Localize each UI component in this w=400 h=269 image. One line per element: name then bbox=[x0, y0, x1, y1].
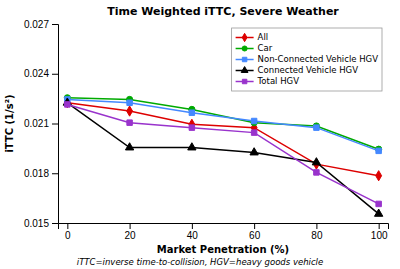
y-tick: 0.018 bbox=[24, 168, 58, 179]
legend-marker bbox=[242, 33, 247, 41]
series-line bbox=[67, 99, 378, 150]
y-tick-mark bbox=[52, 223, 58, 224]
marks bbox=[63, 95, 383, 217]
legend-entry: Total HGV bbox=[236, 76, 300, 86]
y-tick-mark bbox=[52, 74, 58, 75]
series-marker bbox=[376, 201, 381, 206]
x-tick: 100 bbox=[371, 223, 388, 241]
legend-entry: Non-Connected Vehicle HGV bbox=[236, 54, 379, 64]
x-axis-title: Market Penetration (%) bbox=[157, 244, 289, 255]
series-line bbox=[67, 103, 378, 176]
series-marker bbox=[376, 171, 382, 181]
series-line bbox=[67, 103, 378, 214]
x-tick-label: 80 bbox=[311, 230, 323, 241]
series-line bbox=[67, 98, 378, 149]
y-tick: 0.015 bbox=[24, 218, 58, 229]
series-marker bbox=[188, 143, 196, 150]
x-tick-mark bbox=[67, 223, 68, 229]
x-tick-label: 60 bbox=[249, 230, 261, 241]
legend-entry: All bbox=[236, 32, 269, 42]
series-marker bbox=[312, 158, 320, 165]
x-tick: 0 bbox=[65, 223, 71, 241]
legend: AllCarNon-Connected Vehicle HGVConnected… bbox=[232, 28, 382, 91]
x-tick-label: 100 bbox=[371, 230, 388, 241]
y-tick: 0.027 bbox=[24, 19, 58, 30]
chart: 0 20 40 60 80 100 0.015 0.018 0.021 0.024 0.027 All… bbox=[0, 0, 400, 269]
series-marker bbox=[127, 120, 132, 125]
series-marker bbox=[127, 106, 133, 116]
legend-marker bbox=[241, 67, 248, 73]
legend-marker bbox=[242, 46, 247, 51]
y-tick-mark bbox=[52, 24, 58, 25]
series-line bbox=[67, 104, 378, 204]
y-tick: 0.024 bbox=[24, 68, 58, 79]
x-tick: 60 bbox=[249, 223, 261, 241]
x-axis: 0 20 40 60 80 100 bbox=[59, 223, 389, 241]
y-tick-label: 0.027 bbox=[24, 19, 49, 30]
y-tick-mark bbox=[52, 173, 58, 174]
y-tick-mark bbox=[52, 124, 58, 125]
x-tick: 20 bbox=[125, 223, 137, 241]
series-marker bbox=[314, 170, 319, 175]
series-marker bbox=[251, 130, 256, 135]
series-marker bbox=[189, 119, 195, 129]
x-tick: 40 bbox=[187, 223, 199, 241]
legend-marker bbox=[242, 79, 246, 83]
series-marker bbox=[127, 100, 132, 105]
series-marker bbox=[189, 125, 194, 130]
x-tick-mark bbox=[254, 223, 255, 229]
legend-label: Non-Connected Vehicle HGV bbox=[258, 54, 379, 64]
y-tick-label: 0.021 bbox=[24, 118, 49, 129]
plot: 0 20 40 60 80 100 0.015 0.018 0.021 0.024 0.027 All… bbox=[24, 19, 389, 241]
footnote: iTTC=inverse time-to-collision, HGV=heav… bbox=[77, 257, 323, 267]
x-axis-line bbox=[59, 224, 389, 230]
legend-label: Connected Vehicle HGV bbox=[258, 65, 359, 75]
legend-entry: Car bbox=[236, 43, 273, 53]
title: Time Weighted iTTC, Severe Weather bbox=[107, 5, 339, 18]
series-marker bbox=[314, 125, 319, 130]
x-tick: 80 bbox=[311, 223, 323, 241]
x-tick-label: 40 bbox=[187, 230, 199, 241]
legend-label: Car bbox=[258, 43, 273, 53]
y-tick: 0.021 bbox=[24, 118, 58, 129]
series-marker bbox=[250, 148, 258, 155]
x-tick-mark bbox=[379, 223, 380, 229]
series-marker bbox=[65, 102, 70, 107]
series-marker bbox=[251, 118, 256, 123]
series-marker bbox=[189, 110, 194, 115]
y-axis: 0.015 0.018 0.021 0.024 0.027 bbox=[24, 19, 59, 229]
x-tick-label: 0 bbox=[65, 230, 71, 241]
y-tick-label: 0.018 bbox=[24, 168, 49, 179]
x-tick-label: 20 bbox=[125, 230, 137, 241]
legend-label: All bbox=[258, 32, 269, 42]
legend-label: Total HGV bbox=[257, 76, 300, 86]
legend-frame bbox=[232, 28, 382, 91]
x-tick-mark bbox=[192, 223, 193, 229]
y-tick-label: 0.024 bbox=[24, 68, 49, 79]
series-marker bbox=[376, 148, 381, 153]
y-axis-line bbox=[52, 25, 59, 224]
y-tick-label: 0.015 bbox=[24, 218, 49, 229]
x-tick-mark bbox=[130, 223, 131, 229]
y-axis-title: iTTC (1/s²) bbox=[4, 94, 15, 152]
x-tick-mark bbox=[316, 223, 317, 229]
legend-marker bbox=[242, 57, 246, 61]
series-marker bbox=[125, 143, 133, 150]
series-marker bbox=[374, 209, 382, 216]
legend-entry: Connected Vehicle HGV bbox=[236, 65, 359, 75]
